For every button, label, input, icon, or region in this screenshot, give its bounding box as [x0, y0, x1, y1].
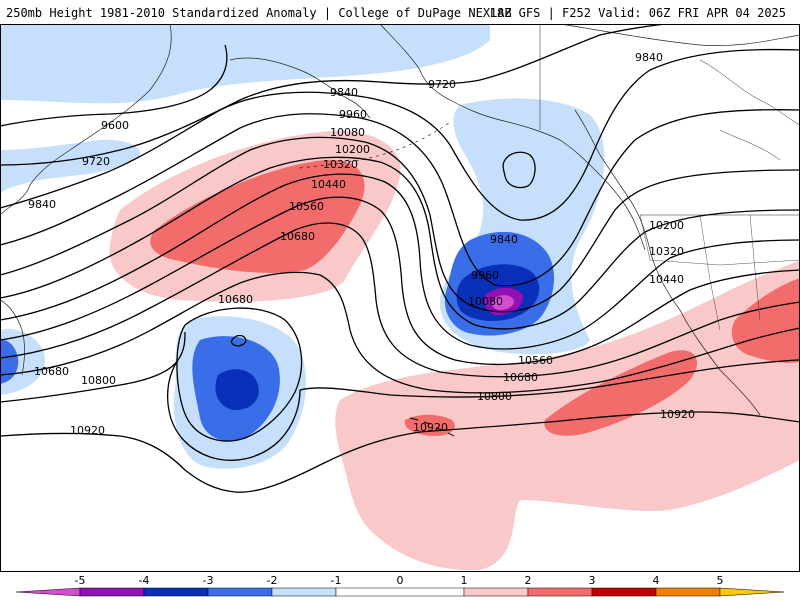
contour-label: 9720 — [82, 155, 110, 168]
colorbar-segment-p1 — [463, 587, 529, 597]
contour-label: 10560 — [289, 200, 324, 213]
anomaly-area-negative — [215, 369, 259, 410]
colorbar: -5 -4 -3 -2 -1 0 1 2 3 4 5 — [15, 574, 785, 597]
header: 250mb Height 1981-2010 Standardized Anom… — [0, 0, 800, 24]
contour-10080 — [0, 136, 800, 313]
positive-anomaly-fills — [109, 130, 800, 571]
colorbar-segment-p3 — [591, 587, 657, 597]
colorbar-segment-p5 — [719, 587, 785, 597]
contour-label: 10440 — [311, 178, 346, 191]
colorbar-tick-label: -4 — [139, 574, 150, 587]
contour-label: 10320 — [323, 158, 358, 171]
contour-label: 10560 — [518, 354, 553, 367]
contour-label: 10680 — [218, 293, 253, 306]
contour-10560 — [0, 222, 800, 378]
height-contours — [0, 24, 800, 493]
anomaly-area-positive — [731, 278, 800, 363]
coastline-arctic — [559, 24, 800, 46]
contour-labels: 9600 9720 9720 9840 9840 9840 9840 9960 … — [28, 51, 695, 437]
colorbar-segment-m2 — [207, 587, 273, 597]
contour-10440 — [0, 196, 800, 366]
contour-9720 — [0, 24, 666, 166]
contour-9600 — [0, 44, 228, 127]
colorbar-segments — [15, 587, 785, 597]
colorbar-segment-m5 — [15, 587, 81, 597]
contour-10800 — [0, 331, 800, 403]
colorbar-tick-label: 4 — [653, 574, 660, 587]
colorbar-segment-m1 — [271, 587, 337, 597]
contour-label: 10080 — [330, 126, 365, 139]
anomaly-area-positive — [150, 159, 365, 273]
coastline-siberia — [0, 24, 172, 216]
map-title: 250mb Height 1981-2010 Standardized Anom… — [6, 6, 512, 20]
colorbar-tick-label: -2 — [267, 574, 278, 587]
contour-label: 9600 — [101, 119, 129, 132]
contour-label: 9960 — [471, 269, 499, 282]
contour-10920 — [0, 411, 800, 493]
hudson-bay-islands — [699, 59, 800, 161]
anomaly-area-negative — [0, 24, 490, 104]
colorbar-tick-label: -5 — [75, 574, 86, 587]
contour-label: 9960 — [339, 108, 367, 121]
anomaly-area-positive — [544, 350, 698, 436]
japan-coast — [0, 299, 25, 376]
contour-label: 10920 — [413, 421, 448, 434]
contour-10800-ring — [167, 359, 301, 461]
colorbar-tick-label: -1 — [331, 574, 342, 587]
contour-label: 10680 — [503, 371, 538, 384]
colorbar-segment-m4 — [79, 587, 145, 597]
hawaii-islands — [409, 417, 455, 437]
contour-label: 9840 — [490, 233, 518, 246]
colorbar-tick-label: -3 — [203, 574, 214, 587]
contour-label: 10440 — [649, 273, 684, 286]
contour-label: 10800 — [81, 374, 116, 387]
negative-anomaly-fills — [0, 24, 605, 469]
colorbar-ticks: -5 -4 -3 -2 -1 0 1 2 3 4 5 — [75, 574, 724, 587]
colorbar-tick-label: 1 — [461, 574, 468, 587]
contour-label: 10200 — [649, 219, 684, 232]
contour-label: 10920 — [70, 424, 105, 437]
coastline-aleutians — [299, 121, 451, 169]
colorbar-tick-label: 5 — [717, 574, 724, 587]
contour-label: 9720 — [428, 78, 456, 91]
contour-9960 — [0, 109, 800, 287]
colorbar-segment-p4 — [655, 587, 721, 597]
contour-9840 — [0, 48, 800, 221]
contour-label: 9840 — [330, 86, 358, 99]
colorbar-segment-m3 — [143, 587, 209, 597]
coastline-alaska — [379, 24, 646, 251]
contour-9840-closed — [502, 151, 536, 189]
anomaly-area-negative — [492, 295, 514, 310]
contour-label: 10680 — [34, 365, 69, 378]
contour-10680-low — [176, 307, 303, 442]
contour-label: 10680 — [280, 230, 315, 243]
contour-label: 10800 — [477, 390, 512, 403]
colorbar-segment-zero — [335, 587, 465, 597]
contour-label: 10200 — [335, 143, 370, 156]
colorbar-tick-label: 2 — [525, 574, 532, 587]
valid-time: 18Z GFS | F252 Valid: 06Z FRI APR 04 202… — [489, 6, 786, 20]
contour-label: 10080 — [468, 295, 503, 308]
anomaly-map: 9600 9720 9720 9840 9840 9840 9840 9960 … — [0, 24, 800, 572]
contour-10200 — [0, 156, 800, 330]
coastline-chukotka — [229, 57, 371, 119]
contour-10680-main — [0, 271, 800, 394]
contour-10320 — [0, 173, 800, 350]
contour-label: 10320 — [649, 245, 684, 258]
colorbar-tick-label: 0 — [397, 574, 404, 587]
colorbar-tick-label: 3 — [589, 574, 596, 587]
contour-10680-small — [230, 334, 247, 347]
contour-label: 10920 — [660, 408, 695, 421]
anomaly-area-negative — [0, 339, 19, 384]
coastlines — [0, 24, 800, 437]
colorbar-segment-p2 — [527, 587, 593, 597]
contour-label: 9840 — [28, 198, 56, 211]
coastline-bc — [574, 109, 761, 416]
contour-label: 9840 — [635, 51, 663, 64]
